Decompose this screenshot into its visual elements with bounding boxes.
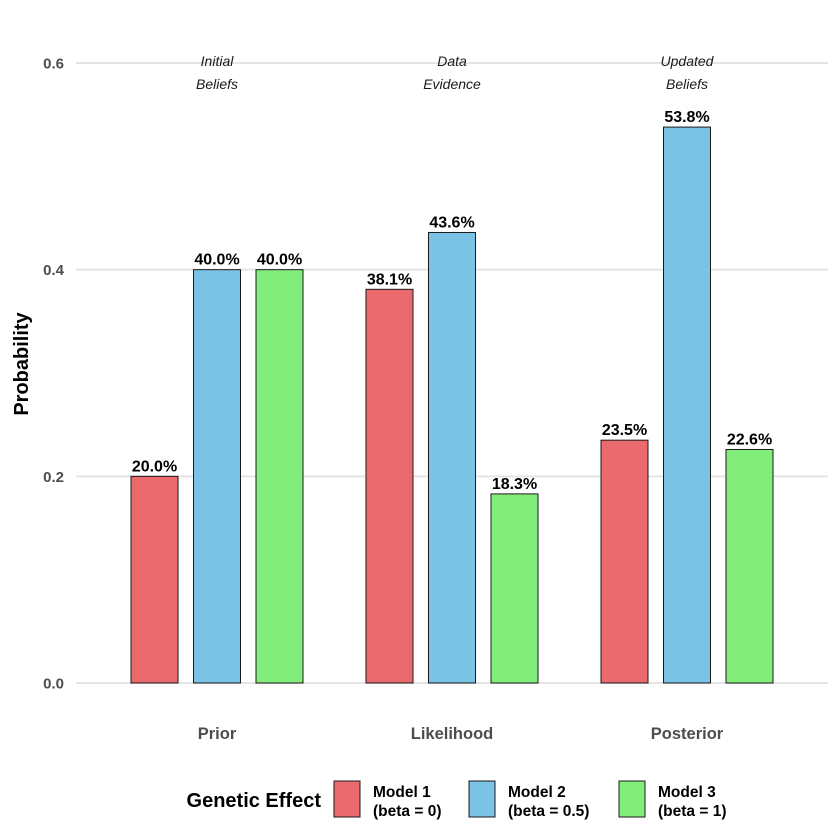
legend-item: Model 3 (beta = 1) bbox=[618, 780, 726, 820]
legend-item: Model 1 (beta = 0) bbox=[333, 780, 441, 820]
legend-label: (beta = 0) bbox=[373, 803, 441, 820]
bar-value-label: 18.3% bbox=[492, 476, 537, 493]
category-annotation: Updated bbox=[661, 53, 715, 69]
x-axis-ticks: Prior Likelihood Posterior bbox=[198, 725, 724, 743]
legend-item: Model 2 (beta = 0.5) bbox=[468, 780, 589, 820]
x-tick-label: Prior bbox=[198, 725, 237, 743]
bar-value-label: 20.0% bbox=[132, 458, 177, 475]
legend-key bbox=[333, 780, 361, 818]
bar bbox=[600, 439, 649, 684]
bar bbox=[365, 288, 414, 684]
bar bbox=[428, 231, 476, 684]
category-annotations: Initial Beliefs Data Evidence Updated Beliefs bbox=[196, 53, 715, 92]
bar bbox=[193, 269, 241, 684]
x-tick-label: Likelihood bbox=[411, 725, 494, 743]
bar bbox=[130, 475, 179, 684]
bar-value-label: 53.8% bbox=[664, 109, 709, 126]
legend-label: (beta = 0.5) bbox=[508, 803, 589, 820]
y-tick-label: 0.2 bbox=[43, 469, 64, 486]
bar-value-label: 40.0% bbox=[194, 252, 239, 269]
legend: Genetic Effect Model 1 (beta = 0) Model 2 (… bbox=[187, 780, 726, 820]
legend-label: Model 1 bbox=[373, 784, 431, 801]
legend-title: Genetic Effect bbox=[187, 790, 322, 812]
bar-value-label: 23.5% bbox=[602, 422, 647, 439]
legend-label: Model 3 bbox=[658, 784, 716, 801]
category-annotation: Initial bbox=[201, 53, 235, 69]
bar bbox=[255, 269, 304, 684]
bar bbox=[663, 126, 711, 684]
legend-label: (beta = 1) bbox=[658, 803, 726, 820]
y-axis-label: Probability bbox=[11, 311, 33, 415]
bar-value-label: 43.6% bbox=[429, 214, 474, 231]
legend-key bbox=[468, 780, 496, 818]
bar bbox=[725, 448, 774, 684]
y-axis-ticks: 0.0 0.2 0.4 0.6 bbox=[43, 56, 65, 693]
category-annotation: Beliefs bbox=[196, 76, 238, 92]
bar-value-label: 22.6% bbox=[727, 431, 772, 448]
category-annotation: Data bbox=[437, 53, 467, 69]
bars bbox=[130, 126, 774, 684]
bar-value-labels: 20.0% 38.1% 23.5% 40.0% 43.6% 53.8% 40.0% 18.3%… bbox=[132, 109, 772, 493]
y-tick-label: 0.6 bbox=[43, 56, 64, 73]
bar-value-label: 38.1% bbox=[367, 271, 412, 288]
x-tick-label: Posterior bbox=[651, 725, 724, 743]
y-tick-label: 0.0 bbox=[43, 676, 64, 693]
legend-label: Model 2 bbox=[508, 784, 566, 801]
y-tick-label: 0.4 bbox=[43, 262, 65, 279]
category-annotation: Evidence bbox=[423, 76, 481, 92]
legend-key bbox=[618, 780, 646, 818]
bar-value-label: 40.0% bbox=[257, 252, 302, 269]
bar bbox=[490, 493, 539, 684]
category-annotation: Beliefs bbox=[666, 76, 708, 92]
